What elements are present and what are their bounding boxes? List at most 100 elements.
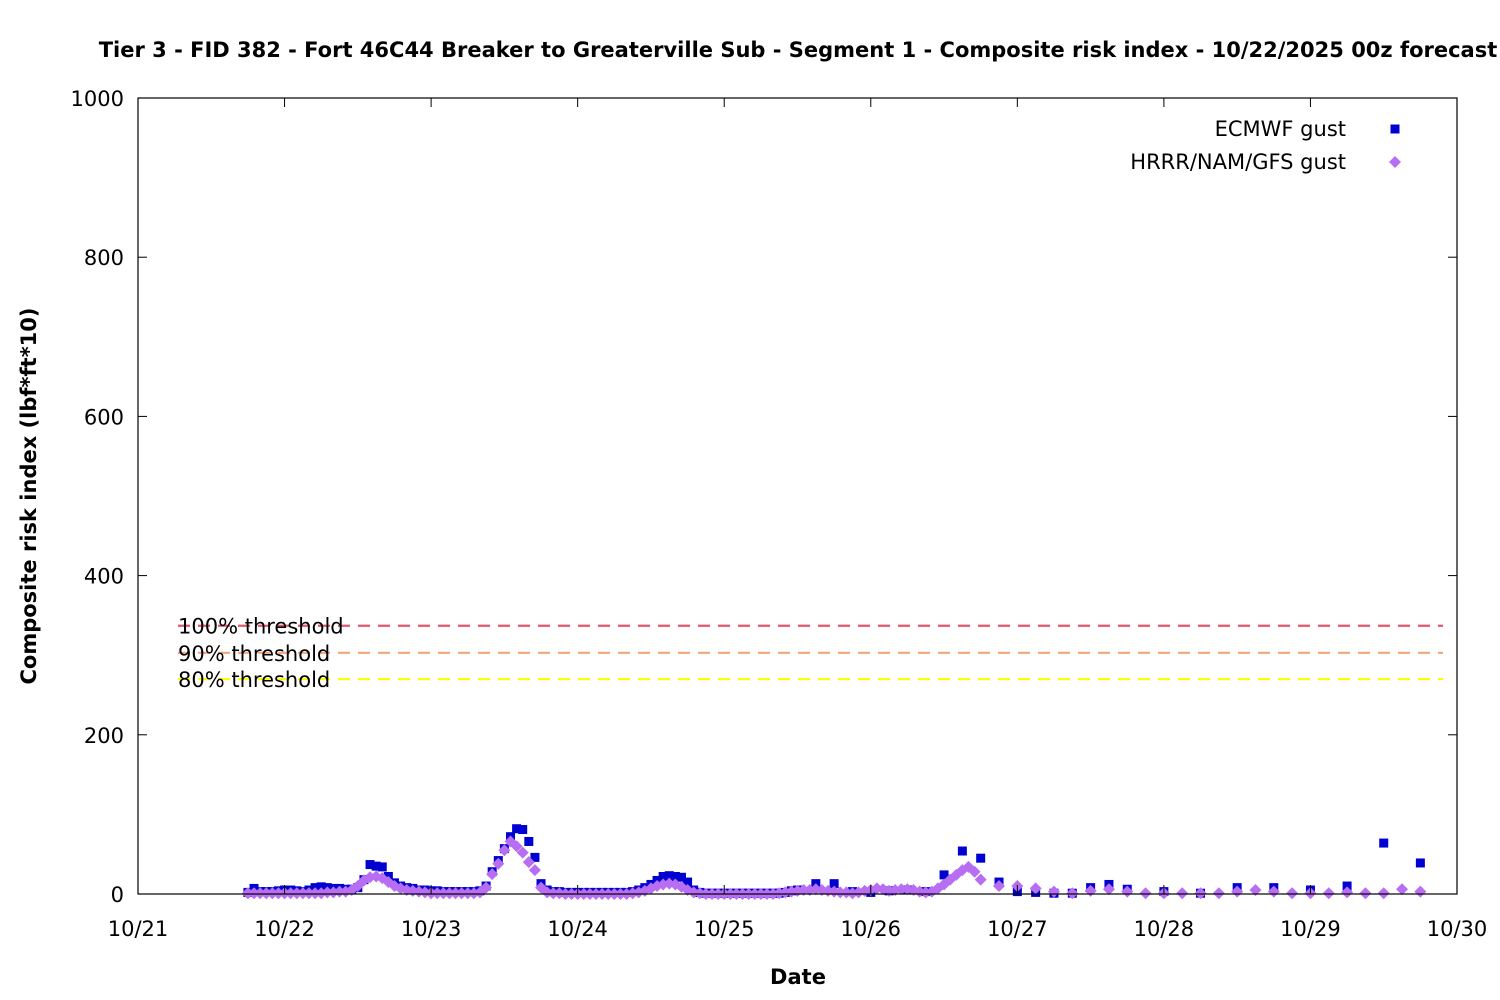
x-tick-label: 10/28 — [1134, 917, 1195, 941]
data-point — [260, 887, 273, 900]
data-point — [290, 887, 303, 900]
data-point — [455, 887, 468, 900]
data-point — [512, 824, 522, 834]
x-tick-label: 10/29 — [1280, 917, 1341, 941]
data-point — [1377, 887, 1390, 900]
data-point — [1414, 885, 1427, 898]
data-point — [683, 877, 693, 887]
data-point — [993, 880, 1006, 893]
data-point — [486, 868, 499, 881]
series-hrrr-nam-gfs-gust — [241, 835, 1427, 900]
data-point — [296, 887, 309, 900]
data-point — [1396, 883, 1409, 896]
data-point — [664, 871, 674, 881]
data-points — [241, 824, 1427, 900]
data-point — [272, 887, 285, 900]
data-point — [461, 887, 474, 900]
x-tick-label: 10/24 — [547, 917, 608, 941]
data-point — [524, 836, 534, 846]
chart-title: Tier 3 - FID 382 - Fort 46C44 Breaker to… — [99, 38, 1498, 62]
data-point — [974, 873, 987, 886]
data-point — [1415, 858, 1425, 868]
data-point — [829, 879, 839, 889]
data-point — [939, 870, 949, 880]
data-point — [266, 887, 279, 900]
x-tick-label: 10/26 — [841, 917, 902, 941]
data-point — [1379, 838, 1389, 848]
legend-marker — [1390, 124, 1400, 134]
data-point — [498, 844, 511, 857]
data-point — [241, 887, 254, 900]
data-point — [530, 852, 540, 862]
data-point — [248, 887, 261, 900]
data-point — [1286, 887, 1299, 900]
data-point — [658, 871, 668, 881]
x-tick-label: 10/27 — [987, 917, 1048, 941]
data-point — [309, 887, 322, 900]
data-point — [321, 886, 334, 899]
data-point — [1102, 883, 1115, 896]
legend: ECMWF gust HRRR/NAM/GFS gust — [1130, 117, 1401, 174]
data-point — [1267, 885, 1280, 898]
data-point — [333, 885, 346, 898]
data-point — [437, 887, 450, 900]
y-tick-label: 1000 — [71, 87, 124, 111]
data-point — [371, 861, 381, 871]
data-point — [1359, 887, 1372, 900]
y-tick-label: 600 — [84, 405, 124, 429]
data-point — [834, 886, 847, 899]
data-point — [1342, 881, 1352, 891]
data-point — [302, 887, 315, 900]
data-point — [443, 887, 456, 900]
data-point — [480, 881, 493, 894]
data-point — [510, 840, 523, 853]
data-point — [1322, 887, 1335, 900]
data-point — [670, 871, 680, 881]
legend-label: HRRR/NAM/GFS gust — [1130, 150, 1346, 174]
x-tick-label: 10/23 — [401, 917, 462, 941]
data-point — [1341, 886, 1354, 899]
data-point — [449, 887, 462, 900]
data-point — [316, 882, 326, 892]
data-point — [1029, 882, 1042, 895]
threshold-label: 80% threshold — [178, 668, 330, 692]
x-tick-label: 10/22 — [254, 917, 315, 941]
threshold-label: 90% threshold — [178, 642, 330, 666]
data-point — [1176, 887, 1189, 900]
data-point — [1249, 884, 1262, 897]
data-point — [528, 864, 541, 877]
data-point — [1212, 887, 1225, 900]
data-point — [1231, 885, 1244, 898]
data-point — [676, 872, 686, 882]
y-tick-label: 0 — [111, 883, 124, 907]
data-point — [1139, 887, 1152, 900]
data-point — [1121, 885, 1134, 898]
legend-marker — [1389, 156, 1401, 168]
axes: 0 200 400 600 800 1000 10/21 10/22 10/23 10/24 10/… — [71, 87, 1488, 941]
data-point — [976, 853, 986, 863]
data-point — [518, 825, 528, 835]
y-tick-label: 800 — [84, 246, 124, 270]
y-axis-label: Composite risk index (lbf*ft*10) — [17, 307, 41, 684]
x-tick-label: 10/25 — [694, 917, 755, 941]
data-point — [1194, 887, 1207, 900]
data-point — [365, 860, 375, 870]
legend-label: ECMWF gust — [1215, 117, 1346, 141]
data-point — [284, 887, 297, 900]
data-point — [522, 856, 535, 869]
data-point — [431, 887, 444, 900]
y-tick-label: 200 — [84, 724, 124, 748]
data-point — [492, 857, 505, 870]
data-point — [377, 862, 387, 872]
x-tick-label: 10/30 — [1427, 917, 1488, 941]
data-point — [968, 865, 981, 878]
data-point — [957, 846, 967, 856]
y-tick-label: 400 — [84, 565, 124, 589]
data-point — [1047, 885, 1060, 898]
threshold-label: 100% threshold — [178, 615, 344, 639]
data-point — [254, 887, 267, 900]
x-axis-label: Date — [770, 965, 826, 989]
data-point — [895, 883, 908, 896]
